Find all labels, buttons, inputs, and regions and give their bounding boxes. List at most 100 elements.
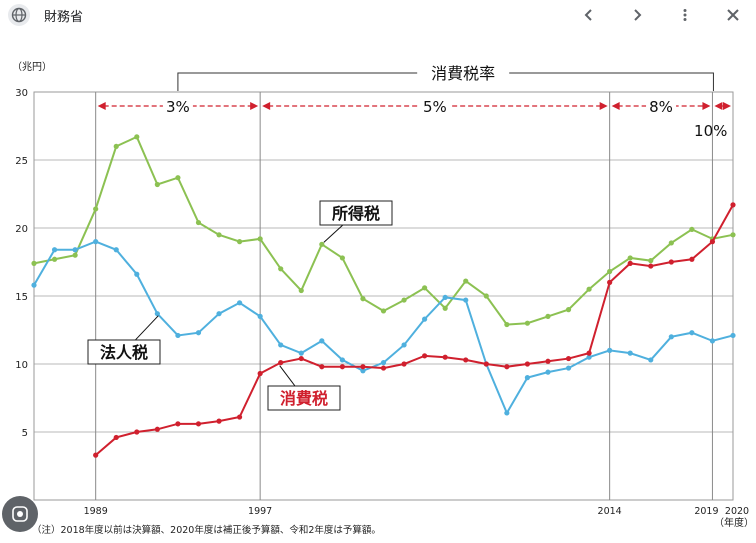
data-point xyxy=(422,285,428,291)
chevron-right-icon[interactable] xyxy=(625,3,649,27)
data-point xyxy=(607,347,613,353)
tax-rate-annotations: 消費税率 3% 5% 8% 10% xyxy=(97,64,731,140)
chevron-left-icon[interactable] xyxy=(577,3,601,27)
data-point xyxy=(154,426,160,432)
data-point xyxy=(401,361,407,367)
data-point xyxy=(72,252,78,258)
data-point xyxy=(504,364,510,370)
tax-rate-period-1: 5% xyxy=(262,97,608,116)
data-point xyxy=(586,350,592,356)
data-point xyxy=(134,134,140,140)
data-point xyxy=(545,369,551,375)
data-point xyxy=(545,358,551,364)
rate-label: 3% xyxy=(166,98,190,116)
lens-search-icon[interactable] xyxy=(2,496,38,532)
data-point xyxy=(257,236,263,242)
tax-rate-period-0: 3% xyxy=(97,97,259,116)
data-point xyxy=(195,330,202,336)
y-unit-label: （兆円） xyxy=(12,61,52,73)
data-point xyxy=(134,271,140,277)
data-point xyxy=(113,247,119,253)
data-point xyxy=(648,258,654,264)
more-vert-icon[interactable] xyxy=(673,3,697,27)
data-point xyxy=(627,255,633,261)
data-point xyxy=(627,260,633,266)
y-tick-label: 25 xyxy=(15,156,28,167)
data-point xyxy=(134,429,140,435)
data-point xyxy=(93,206,99,212)
y-tick-label: 5 xyxy=(22,428,28,439)
data-point xyxy=(298,287,304,294)
data-point xyxy=(524,320,531,326)
series-label-2: 消費税 xyxy=(267,365,341,411)
tax-revenue-chart: 05101520253019891997201420192020 （兆円） （年… xyxy=(12,61,754,536)
rate-label-bg xyxy=(646,97,677,115)
tax-rate-period-2: 8% xyxy=(611,97,711,116)
data-point xyxy=(216,311,222,317)
data-point xyxy=(586,286,592,292)
series-1 xyxy=(31,239,736,416)
data-point xyxy=(586,354,592,360)
data-point xyxy=(298,350,304,356)
data-point xyxy=(216,232,222,238)
label-box xyxy=(319,200,393,226)
data-point xyxy=(175,332,181,339)
series-line xyxy=(33,240,734,416)
x-tick-label: 2014 xyxy=(598,506,622,517)
data-point xyxy=(319,338,325,344)
y-tick-label: 20 xyxy=(15,224,28,235)
rate-label-bg xyxy=(162,97,193,115)
data-point xyxy=(401,342,407,348)
data-point xyxy=(339,255,345,261)
data-point xyxy=(154,311,160,317)
data-point xyxy=(278,266,284,272)
data-point xyxy=(175,175,181,181)
data-point xyxy=(175,421,181,427)
data-point xyxy=(319,241,325,247)
close-icon[interactable] xyxy=(721,3,745,27)
data-point xyxy=(463,357,469,363)
series-2 xyxy=(93,202,736,458)
data-point xyxy=(380,365,387,371)
rate-label-bg xyxy=(419,97,450,115)
data-point xyxy=(504,321,510,328)
data-point xyxy=(339,357,345,363)
data-point xyxy=(278,360,284,366)
data-point xyxy=(257,313,263,319)
site-name: 財務省 xyxy=(44,10,84,25)
rate-arrow-right xyxy=(723,102,731,110)
data-point xyxy=(668,259,674,265)
data-point xyxy=(730,202,736,208)
data-point xyxy=(360,364,366,370)
x-unit-label: （年度） xyxy=(714,516,754,529)
y-tick-label: 15 xyxy=(15,292,28,303)
data-point xyxy=(360,368,366,374)
data-point xyxy=(380,308,387,314)
data-point xyxy=(442,294,448,300)
data-point xyxy=(709,338,716,344)
data-point xyxy=(648,263,654,269)
data-point xyxy=(422,353,428,359)
data-point xyxy=(565,355,572,362)
data-point xyxy=(607,268,613,275)
rate-arrow-left xyxy=(97,102,106,110)
rate-label: 5% xyxy=(423,98,447,116)
data-point xyxy=(524,375,531,381)
tax-rate-header: 消費税率 xyxy=(431,64,495,83)
data-point xyxy=(565,307,572,313)
data-point xyxy=(545,313,551,319)
data-point xyxy=(709,239,716,245)
grid xyxy=(33,91,734,501)
series-name-label: 法人税 xyxy=(100,343,148,362)
x-tick-label: 2019 xyxy=(694,506,718,517)
data-point xyxy=(236,414,243,420)
rate-arrow-right xyxy=(702,102,711,110)
rate-label: 10% xyxy=(694,122,727,140)
era-dividers xyxy=(95,92,713,500)
data-point xyxy=(278,342,284,348)
y-tick-label: 30 xyxy=(15,88,28,99)
data-point xyxy=(380,360,387,366)
data-point xyxy=(689,256,695,262)
globe-icon[interactable] xyxy=(8,4,30,26)
